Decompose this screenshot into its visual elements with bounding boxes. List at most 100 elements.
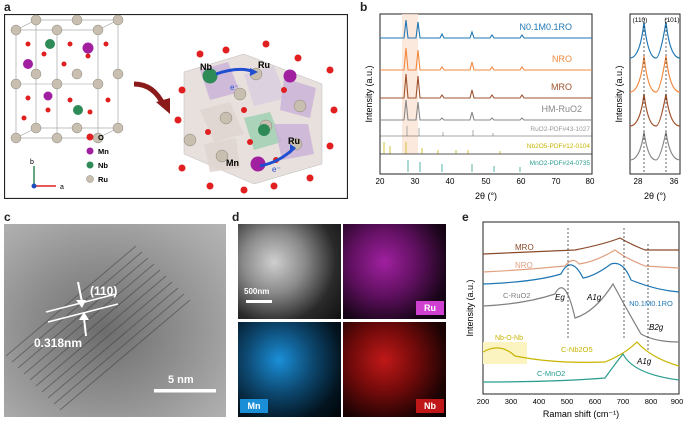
legend-nb-label: Nb <box>98 161 108 170</box>
curve-mro <box>482 237 679 255</box>
curve-cmno2 <box>482 352 680 383</box>
axes-indicator: b a <box>30 159 64 191</box>
legend-mn-label: Mn <box>98 147 109 156</box>
curve-cruo2 <box>482 282 680 343</box>
label-nro: NRO <box>552 54 572 64</box>
raman-xlabel: Raman shift (cm⁻¹) <box>543 409 619 419</box>
lattice-fringes <box>5 245 191 411</box>
peak-101-label: (101) <box>664 17 679 24</box>
ref-lines-ruo2 <box>406 126 494 136</box>
raman-xticks: 200 300 400 500 600 700 800 900 <box>477 397 684 406</box>
eds-label-ru: Ru <box>416 301 444 315</box>
electron-label-2: e⁻ <box>272 165 281 174</box>
mn-atom-left <box>82 42 94 54</box>
mn-label: Mn <box>226 158 239 168</box>
svg-text:500: 500 <box>561 397 574 406</box>
raman-ylabel: Intensity (a.u.) <box>465 279 475 336</box>
eds-map-mn: Mn <box>238 322 341 417</box>
curve-n01m01ro <box>482 262 680 293</box>
xrd-zoom-ylabel: Intensity (a.u.) <box>614 65 624 122</box>
legend-o-label: O <box>98 133 104 142</box>
ru-atoms-left <box>10 14 124 144</box>
tem-scale-label: 5 nm <box>168 374 194 386</box>
peak-a1g2-label: A1g <box>636 357 652 366</box>
curve-n01m01ro <box>380 19 592 39</box>
panel-letter-e: e <box>462 210 469 224</box>
ru-label-top: Ru <box>258 60 270 70</box>
atom-legend: O Mn Nb Ru <box>86 133 109 184</box>
svg-text:70: 70 <box>552 177 561 186</box>
xrd-xlabel: 2θ (°) <box>475 191 497 201</box>
eds-label-nb: Nb <box>416 399 444 413</box>
nb-label: Nb <box>200 62 212 72</box>
peak-eg-label: Eg <box>555 293 565 302</box>
xrd-xticks: 20 30 40 50 60 70 80 <box>376 177 595 186</box>
curve-cnb2o5 <box>482 341 680 367</box>
tem-image: (110) 0.318nm 5 nm <box>4 224 226 417</box>
raman-curves <box>482 237 680 383</box>
raman-label-nbonb: Nb-O-Nb <box>495 335 523 342</box>
crystal-structure-panel: b a O Mn Nb Ru N <box>4 14 348 199</box>
spacing-label: 0.318nm <box>34 336 83 350</box>
label-nb2o5-pdf: Nb2O5-PDF#12-0104 <box>527 143 591 150</box>
curve-hm-ruo2 <box>380 99 592 121</box>
label-mro: MRO <box>551 82 572 92</box>
panel-letter-b: b <box>360 0 368 14</box>
peak-110-label: (110) <box>633 17 648 24</box>
panel-letter-d: d <box>232 210 240 224</box>
nb-atom-left <box>45 39 55 49</box>
xrd-ylabel: Intensity (a.u.) <box>364 65 374 122</box>
peak-a1g-label: A1g <box>586 293 602 302</box>
mn-atom-right <box>250 156 266 172</box>
svg-text:40: 40 <box>446 177 455 186</box>
legend-ru-label: Ru <box>98 175 108 184</box>
label-ruo2-pdf: RuO2-PDF#43-1027 <box>530 126 590 133</box>
svg-text:20: 20 <box>376 177 385 186</box>
plane-label: (110) <box>90 284 118 298</box>
svg-text:50: 50 <box>482 177 491 186</box>
raman-label-cruo2: C-RuO2 <box>503 291 531 300</box>
electron-label-1: e⁻ <box>230 83 239 92</box>
svg-text:700: 700 <box>617 397 630 406</box>
svg-text:28: 28 <box>634 177 643 186</box>
eds-label-mn: Mn <box>240 399 268 413</box>
sem-image: 500nm <box>238 224 341 319</box>
axis-a-label: a <box>60 184 64 191</box>
nb-o-nb-band <box>483 342 527 364</box>
peak-b2g-label: B2g <box>649 323 664 332</box>
sem-scale-label: 500nm <box>244 287 270 296</box>
svg-text:400: 400 <box>533 397 546 406</box>
label-mno2-pdf: MnO2-PDF#24-0735 <box>530 160 591 167</box>
raman-label-cmno2: C-MnO2 <box>537 369 565 378</box>
curve-nro <box>380 47 592 71</box>
svg-text:600: 600 <box>589 397 602 406</box>
nb-atom-right <box>202 68 218 84</box>
ref-lines-nb2o5 <box>383 142 501 154</box>
xrd-zoom-frame <box>629 13 681 175</box>
xrd-curves <box>380 19 592 121</box>
svg-text:80: 80 <box>586 177 595 186</box>
panel-letter-c: c <box>4 210 11 224</box>
raman-label-cnb2o5: C-Nb2O5 <box>561 345 593 354</box>
raman-label-mro: MRO <box>515 243 534 252</box>
svg-text:60: 60 <box>517 177 526 186</box>
o-atoms-left <box>21 41 111 121</box>
svg-text:800: 800 <box>645 397 658 406</box>
xrd-chart: N0.1M0.1RO NRO MRO HM-RuO2 RuO2-PDF#43-1… <box>364 13 681 201</box>
tem-scale-bar <box>154 389 216 393</box>
svg-text:900: 900 <box>671 397 684 406</box>
svg-text:30: 30 <box>411 177 420 186</box>
raman-label-nro: NRO <box>515 261 533 270</box>
svg-text:36: 36 <box>670 177 679 186</box>
svg-text:200: 200 <box>477 397 490 406</box>
axis-b-label: b <box>30 159 34 166</box>
label-hm-ruo2: HM-RuO2 <box>541 104 582 114</box>
ru-label-bottom: Ru <box>288 136 300 146</box>
eds-map-ru: Ru <box>343 224 446 319</box>
eds-map-nb: Nb <box>343 322 446 417</box>
panel-letter-a: a <box>4 0 11 14</box>
curve-mro <box>380 73 592 99</box>
curve-nro <box>482 249 680 273</box>
raman-chart: MRO NRO C-RuO2 N0.1M0.1RO Nb-O-Nb C-Nb2O… <box>465 221 684 419</box>
raman-label-n01m01ro: N0.1M0.1RO <box>629 299 673 308</box>
